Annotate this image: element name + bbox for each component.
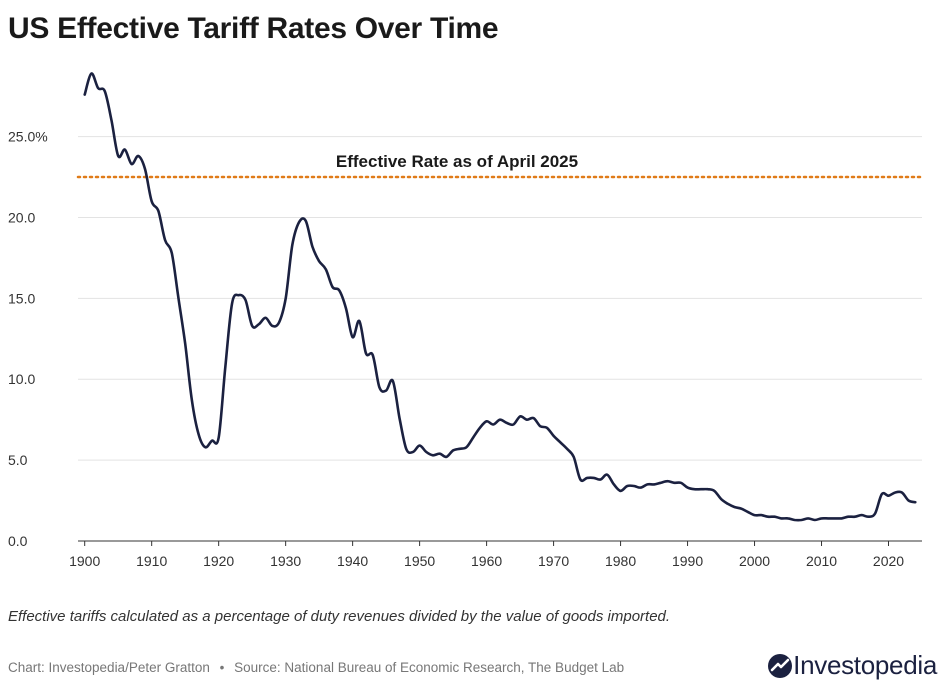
x-tick-label-3: 1930 — [270, 553, 301, 569]
x-tick-label-8: 1980 — [605, 553, 636, 569]
x-tick-label-4: 1940 — [337, 553, 368, 569]
x-tick-label-12: 2020 — [873, 553, 904, 569]
x-tick-label-1: 1910 — [136, 553, 167, 569]
x-tick-label-5: 1950 — [404, 553, 435, 569]
x-tick-label-7: 1970 — [538, 553, 569, 569]
footer-credits: Chart: Investopedia/Peter Gratton • Sour… — [8, 660, 624, 675]
chart-footnote: Effective tariffs calculated as a percen… — [8, 608, 671, 625]
x-tick-label-9: 1990 — [672, 553, 703, 569]
reference-line-label: Effective Rate as of April 2025 — [336, 152, 578, 171]
y-tick-label-3: 15.0 — [8, 290, 35, 306]
y-tick-label-5: 25.0% — [8, 129, 48, 145]
chart-credit: Chart: Investopedia/Peter Gratton — [8, 660, 210, 675]
investopedia-logo-text: Investopedia — [793, 650, 937, 680]
x-tick-label-0: 1900 — [69, 553, 100, 569]
investopedia-logo: Investopedia — [767, 650, 937, 681]
x-tick-label-6: 1960 — [471, 553, 502, 569]
x-tick-label-10: 2000 — [739, 553, 770, 569]
footer-separator: • — [219, 660, 225, 675]
y-tick-label-0: 0.0 — [8, 533, 28, 549]
chart-title: US Effective Tariff Rates Over Time — [8, 12, 499, 45]
y-tick-label-4: 20.0 — [8, 209, 35, 225]
source-credit: Source: National Bureau of Economic Rese… — [234, 660, 625, 675]
tariff-line-chart: 0.0 5.0 10.0 15.0 20.0 25.0% 1900 1910 1920 1930 1… — [8, 72, 924, 569]
x-tick-label-2: 1920 — [203, 553, 234, 569]
y-tick-label-2: 10.0 — [8, 371, 35, 387]
investopedia-logo-icon — [768, 653, 793, 678]
x-tick-label-11: 2010 — [806, 553, 837, 569]
series-line-0 — [83, 72, 917, 522]
y-tick-label-1: 5.0 — [8, 452, 28, 468]
